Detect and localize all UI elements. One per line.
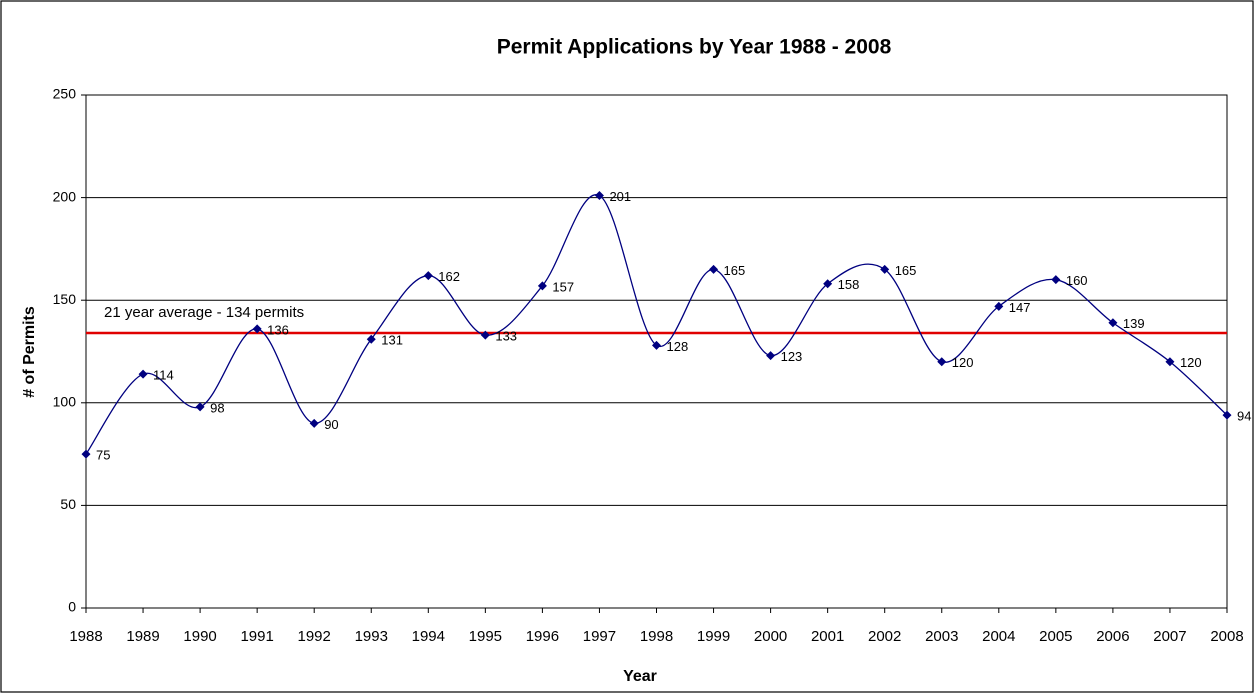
data-point	[709, 264, 719, 274]
data-point	[480, 330, 490, 340]
x-tick-label: 2007	[1153, 628, 1186, 645]
data-label: 158	[838, 277, 860, 292]
x-tick-label: 1990	[183, 628, 216, 645]
series-line	[85, 194, 1228, 455]
data-point	[1051, 275, 1061, 285]
data-label: 136	[267, 322, 289, 337]
x-tick-label: 1996	[526, 628, 559, 645]
x-tick-label: 1998	[640, 628, 673, 645]
y-tick-label: 250	[53, 86, 77, 102]
data-point	[138, 369, 148, 379]
data-point	[195, 402, 205, 412]
data-point	[823, 279, 833, 289]
data-label: 139	[1123, 316, 1145, 331]
data-point	[537, 281, 547, 291]
data-point	[1222, 410, 1232, 420]
data-point	[652, 340, 661, 350]
x-tick-label: 2000	[754, 628, 787, 645]
x-tick-label: 1989	[126, 628, 159, 645]
x-tick-label: 1999	[697, 628, 730, 645]
data-label: 75	[96, 448, 110, 463]
y-tick-label: 100	[53, 394, 77, 410]
data-point	[1165, 357, 1175, 367]
data-point	[423, 271, 433, 281]
x-tick-label: 1995	[469, 628, 502, 645]
x-tick-label: 1994	[412, 628, 445, 645]
data-label: 114	[153, 368, 174, 383]
data-label: 160	[1066, 273, 1088, 288]
data-label: 90	[324, 417, 338, 432]
data-label: 147	[1009, 300, 1031, 315]
data-label: 94	[1237, 409, 1251, 424]
data-label: 165	[895, 263, 917, 278]
y-tick-label: 50	[60, 496, 76, 512]
data-point	[880, 264, 890, 274]
x-axis-title: Year	[623, 668, 657, 685]
data-label: 120	[952, 355, 974, 370]
data-label: 98	[210, 400, 224, 415]
data-label: 128	[667, 339, 689, 354]
data-point	[1108, 318, 1118, 328]
x-tick-label: 2003	[925, 628, 958, 645]
x-tick-label: 1993	[355, 628, 388, 645]
x-tick-label: 1988	[69, 628, 102, 645]
x-tick-label: 2001	[811, 628, 844, 645]
data-point	[309, 418, 319, 428]
y-tick-label: 150	[53, 291, 77, 307]
data-point	[594, 191, 604, 201]
x-tick-label: 2002	[868, 628, 901, 645]
data-point	[81, 449, 91, 459]
x-tick-label: 1997	[583, 628, 616, 645]
data-label: 123	[781, 349, 803, 364]
data-point	[766, 351, 776, 361]
data-label: 162	[438, 269, 460, 284]
data-label: 165	[724, 263, 746, 278]
data-label: 201	[609, 189, 631, 204]
y-axis-title: # of Permits	[21, 306, 38, 398]
x-tick-label: 1991	[240, 628, 273, 645]
y-tick-label: 200	[53, 188, 77, 204]
x-tick-label: 1992	[298, 628, 331, 645]
data-point	[937, 357, 947, 367]
x-tick-label: 2006	[1096, 628, 1129, 645]
x-tick-label: 2008	[1210, 628, 1243, 645]
x-tick-label: 2004	[982, 628, 1015, 645]
chart-title: Permit Applications by Year 1988 - 2008	[497, 36, 892, 59]
data-point	[366, 334, 376, 344]
x-tick-label: 2005	[1039, 628, 1072, 645]
data-point	[252, 324, 262, 334]
data-label: 157	[552, 279, 574, 294]
y-tick-label: 0	[68, 599, 76, 615]
data-point	[994, 301, 1004, 311]
average-label: 21 year average - 134 permits	[104, 304, 304, 321]
data-label: 120	[1180, 355, 1202, 370]
data-label: 131	[381, 333, 403, 348]
data-label: 133	[495, 329, 517, 344]
